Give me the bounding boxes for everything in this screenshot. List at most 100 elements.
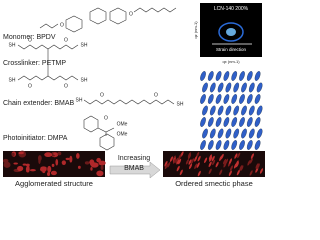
bpdv-structure: O O [39, 7, 177, 33]
domain [25, 166, 30, 173]
structure-label: Photoinitiator: DMPA [3, 135, 68, 142]
domain [237, 152, 241, 159]
domain [172, 155, 176, 161]
domain [235, 161, 239, 168]
atom-label: O [100, 92, 104, 98]
domain [179, 169, 183, 176]
bond [39, 23, 59, 29]
ring [109, 7, 127, 25]
domain [29, 168, 36, 172]
domain [17, 165, 24, 172]
petmp-structure: SH O O SH SH O O SH [9, 37, 88, 89]
domain [3, 161, 11, 168]
mesogen [254, 71, 261, 81]
structure-label: Crosslinker: PETMP [3, 60, 66, 67]
domain [196, 162, 200, 168]
domain [239, 165, 243, 171]
domain [55, 159, 59, 166]
ring [65, 15, 83, 33]
mesogen [223, 140, 230, 150]
domain [190, 158, 195, 164]
domain [196, 151, 200, 158]
domain [223, 158, 227, 165]
mesogen [225, 128, 232, 139]
domain [18, 151, 25, 155]
domain [234, 153, 238, 159]
mesogen [207, 117, 214, 127]
domain [228, 158, 233, 164]
mesogen [254, 94, 261, 104]
bond [133, 7, 177, 13]
mesogen [256, 128, 263, 139]
x-axis-label: qx (nm-1) [222, 59, 240, 64]
atom-label: SH [81, 77, 88, 83]
domain [197, 155, 201, 162]
mesogen [241, 128, 247, 139]
atom-label: O [104, 115, 108, 121]
diffraction-center [226, 28, 236, 36]
atom-label: O [154, 92, 158, 98]
smectic-image [163, 151, 265, 177]
arrow-label: Increasing [118, 155, 150, 162]
mesogen [200, 117, 206, 127]
mesogen [246, 71, 253, 81]
domain [219, 169, 223, 176]
ring [99, 133, 115, 151]
bond [17, 75, 79, 81]
arrow [109, 161, 161, 179]
atom-label: O [129, 11, 133, 17]
domain [240, 165, 244, 171]
domain [50, 170, 57, 176]
agglomerated-image [2, 150, 106, 177]
domain [236, 169, 240, 176]
mesogen [217, 128, 224, 139]
domain [61, 160, 66, 166]
domain [164, 163, 168, 170]
domain [175, 157, 179, 164]
domain [84, 161, 90, 165]
mesogen [223, 71, 230, 81]
mesogen [254, 117, 261, 127]
atom-label: OMe [117, 131, 128, 137]
domain [187, 153, 192, 160]
domain [212, 159, 216, 166]
domain [42, 169, 46, 174]
mesogen [246, 140, 253, 150]
domain [37, 155, 42, 162]
domain [90, 166, 93, 171]
ring [83, 115, 99, 133]
mesogen [223, 94, 230, 104]
domain [228, 170, 232, 176]
domain [250, 153, 254, 159]
mesogen [248, 128, 255, 139]
mesogen [207, 94, 214, 104]
domain [76, 152, 80, 159]
diffraction-ring [218, 22, 244, 42]
domain [13, 162, 18, 165]
domain [224, 158, 229, 165]
domain [204, 157, 208, 163]
structure-label: Monomer: BPDV [3, 34, 56, 41]
domain [188, 163, 193, 170]
atom-label: O [28, 83, 32, 89]
mesogen [223, 117, 230, 127]
mesogen [215, 94, 222, 104]
caption: Agglomerated structure [15, 179, 93, 188]
domain [53, 152, 58, 156]
domain [25, 163, 30, 167]
mesogen [215, 71, 222, 81]
mesogen [207, 140, 214, 150]
atom-label: SH [81, 42, 88, 48]
mesogen [239, 117, 245, 127]
mesogen [233, 82, 240, 93]
atom-label: SH [9, 77, 16, 83]
atom-label: O [64, 83, 68, 89]
domain [176, 159, 180, 165]
mesogen [209, 105, 216, 116]
domain [208, 161, 212, 168]
mesogen [209, 82, 216, 93]
mesogen [217, 105, 224, 116]
mesogen [200, 140, 206, 150]
domain [46, 171, 51, 177]
domain [178, 158, 182, 165]
